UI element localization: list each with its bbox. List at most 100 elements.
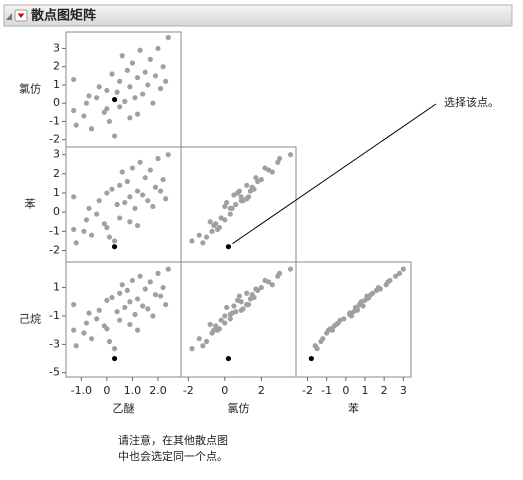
point bbox=[117, 78, 123, 84]
x-tick-label: 1.0 bbox=[124, 384, 142, 397]
point bbox=[71, 107, 77, 114]
panel bbox=[180, 261, 297, 378]
point bbox=[104, 224, 110, 231]
point bbox=[88, 336, 95, 342]
point bbox=[200, 240, 206, 246]
selected-point bbox=[308, 355, 314, 362]
point bbox=[222, 320, 228, 326]
point bbox=[132, 311, 138, 318]
point bbox=[227, 311, 233, 318]
point bbox=[122, 199, 128, 206]
point bbox=[287, 152, 294, 158]
chart-title: 散点图矩阵 bbox=[31, 8, 96, 24]
point bbox=[233, 309, 239, 315]
point bbox=[266, 167, 272, 173]
point bbox=[104, 106, 110, 112]
point bbox=[96, 198, 102, 204]
x-tick-label: -2 bbox=[302, 384, 313, 397]
point bbox=[127, 194, 133, 200]
point bbox=[227, 211, 233, 217]
point bbox=[71, 76, 77, 83]
point bbox=[350, 309, 357, 315]
point bbox=[216, 326, 222, 332]
point bbox=[253, 286, 259, 292]
point bbox=[253, 175, 259, 181]
point bbox=[88, 126, 95, 132]
point bbox=[249, 292, 255, 298]
point bbox=[117, 182, 123, 188]
y-tick-label: 3 bbox=[53, 41, 60, 54]
point bbox=[129, 277, 136, 284]
point bbox=[152, 73, 159, 79]
point bbox=[236, 188, 243, 194]
selected-point bbox=[225, 355, 232, 362]
point bbox=[233, 201, 239, 208]
point bbox=[71, 301, 77, 308]
y-tick-label: -2 bbox=[49, 244, 60, 257]
panel bbox=[180, 146, 297, 263]
point bbox=[203, 338, 210, 345]
point bbox=[155, 45, 161, 52]
point bbox=[137, 47, 143, 53]
point bbox=[140, 91, 146, 97]
point bbox=[86, 310, 92, 316]
point bbox=[354, 306, 360, 312]
point bbox=[132, 95, 138, 101]
point bbox=[276, 270, 283, 276]
y-tick-label: 1 bbox=[53, 78, 60, 91]
y-axis-label: 氯仿 bbox=[19, 82, 41, 96]
point bbox=[81, 113, 87, 119]
point bbox=[150, 313, 156, 319]
y-tick-label: -1 bbox=[49, 224, 60, 237]
x-tick-label: 2.0 bbox=[149, 384, 167, 397]
x-tick-label: -1 bbox=[321, 384, 332, 397]
point bbox=[106, 338, 113, 345]
point bbox=[73, 343, 79, 349]
point bbox=[231, 303, 237, 309]
point bbox=[238, 299, 244, 305]
x-tick-label: 1 bbox=[362, 384, 369, 397]
point bbox=[124, 178, 130, 185]
point bbox=[150, 100, 156, 106]
disclosure-icon[interactable] bbox=[6, 13, 12, 20]
x-tick-label: 0 bbox=[342, 384, 349, 397]
point bbox=[145, 306, 151, 312]
point bbox=[106, 234, 113, 240]
point bbox=[207, 321, 213, 328]
point bbox=[104, 87, 110, 94]
point bbox=[152, 292, 159, 298]
point bbox=[222, 313, 228, 319]
x-tick-label: 0 bbox=[221, 384, 228, 397]
point bbox=[160, 284, 166, 291]
point bbox=[73, 122, 79, 128]
point bbox=[157, 85, 164, 92]
point bbox=[114, 89, 120, 95]
x-tick-label: 0 bbox=[103, 384, 110, 397]
selected-point bbox=[225, 244, 232, 250]
point bbox=[111, 346, 118, 352]
point bbox=[86, 93, 92, 99]
point bbox=[86, 205, 92, 211]
point bbox=[117, 215, 123, 221]
point bbox=[88, 232, 95, 238]
y-tick-label: 1 bbox=[53, 281, 60, 294]
x-tick-label: -1.0 bbox=[71, 384, 92, 397]
point bbox=[111, 238, 118, 244]
point bbox=[109, 294, 115, 301]
point bbox=[109, 186, 115, 192]
point bbox=[94, 316, 100, 322]
x-tick-label: -2 bbox=[183, 384, 194, 397]
selected-point bbox=[111, 96, 118, 103]
y-tick-label: 1 bbox=[53, 186, 60, 199]
x-axis-label: 乙醚 bbox=[113, 401, 135, 415]
point bbox=[356, 301, 362, 308]
point bbox=[145, 82, 151, 88]
point bbox=[94, 211, 100, 217]
point bbox=[150, 203, 156, 210]
point bbox=[140, 192, 146, 198]
point bbox=[165, 34, 171, 41]
point bbox=[119, 169, 125, 175]
point bbox=[327, 326, 334, 332]
point bbox=[222, 203, 228, 210]
